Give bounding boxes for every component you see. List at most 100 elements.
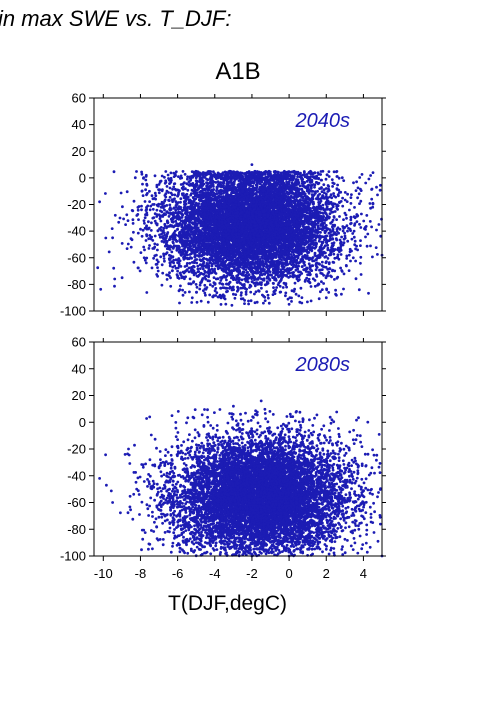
data-point — [145, 256, 149, 260]
data-point — [260, 180, 264, 184]
data-point — [104, 236, 108, 240]
data-point — [365, 214, 369, 217]
data-point — [147, 247, 151, 250]
data-point — [164, 195, 168, 199]
data-point — [356, 186, 360, 190]
data-point — [359, 255, 363, 259]
data-point — [181, 288, 185, 292]
data-point — [195, 285, 199, 289]
panel-title: A1B — [215, 58, 261, 85]
data-point — [182, 192, 185, 196]
data-point — [132, 199, 136, 203]
data-point — [145, 291, 149, 294]
data-point — [308, 266, 312, 269]
data-point — [107, 250, 111, 254]
data-point — [352, 181, 355, 185]
data-point — [224, 302, 228, 306]
data-point — [360, 212, 363, 216]
data-point — [124, 223, 127, 227]
data-point — [267, 296, 270, 300]
data-point — [113, 277, 117, 281]
data-point — [218, 281, 222, 285]
data-point — [143, 221, 146, 225]
data-point — [143, 258, 147, 262]
data-point — [156, 248, 159, 252]
data-point — [225, 278, 228, 282]
data-point — [279, 171, 283, 175]
data-point — [190, 296, 194, 300]
data-point — [357, 192, 361, 196]
data-point — [171, 247, 175, 250]
data-point — [298, 278, 301, 281]
data-point — [341, 243, 345, 247]
data-point — [143, 216, 147, 220]
data-point — [136, 266, 140, 270]
data-point — [375, 185, 378, 189]
data-point — [126, 242, 130, 246]
data-point — [375, 228, 378, 232]
data-point — [353, 239, 357, 243]
data-point — [272, 268, 275, 271]
data-point — [168, 195, 172, 199]
data-point — [150, 194, 154, 198]
data-point — [141, 194, 145, 198]
data-point — [306, 300, 309, 304]
data-point — [254, 177, 258, 181]
data-point — [335, 218, 338, 222]
data-point — [249, 290, 253, 294]
data-point — [378, 188, 382, 192]
data-point — [321, 211, 324, 215]
data-point — [338, 215, 341, 218]
data-point — [201, 272, 205, 276]
data-point — [159, 255, 163, 259]
data-point — [139, 251, 143, 255]
data-point — [193, 205, 197, 209]
data-point — [145, 192, 149, 195]
data-point — [206, 300, 210, 304]
data-point — [268, 270, 272, 274]
data-point — [299, 286, 303, 290]
data-point — [174, 208, 178, 212]
data-point — [132, 260, 136, 264]
data-point — [297, 270, 300, 274]
data-point — [184, 215, 188, 219]
data-point — [131, 218, 135, 222]
data-point — [162, 231, 166, 235]
data-point — [351, 232, 355, 235]
data-point — [351, 256, 355, 260]
data-point — [160, 210, 164, 214]
data-point — [215, 291, 219, 295]
data-point — [153, 234, 157, 238]
data-point — [354, 189, 358, 193]
data-point — [278, 284, 282, 288]
data-point — [342, 287, 345, 291]
data-point — [335, 207, 339, 210]
data-point — [194, 283, 198, 286]
data-point — [362, 219, 366, 223]
data-point — [210, 264, 214, 268]
data-point — [340, 292, 343, 296]
data-point — [294, 188, 298, 192]
data-point — [149, 229, 153, 232]
data-point — [279, 290, 283, 294]
data-point — [159, 179, 163, 183]
data-point — [357, 288, 361, 292]
data-point — [149, 237, 153, 241]
data-point — [141, 182, 144, 186]
data-point — [138, 269, 142, 273]
data-point — [144, 239, 148, 242]
data-point — [195, 290, 198, 294]
data-point — [140, 204, 143, 208]
data-point — [196, 264, 200, 268]
data-point — [112, 170, 116, 174]
data-point — [286, 271, 290, 275]
data-point — [154, 197, 158, 201]
data-point — [240, 278, 244, 282]
data-point — [189, 282, 193, 286]
data-point — [113, 213, 117, 217]
data-point — [113, 284, 116, 288]
data-point — [327, 262, 331, 266]
data-point — [319, 178, 323, 182]
data-point — [244, 292, 248, 296]
data-point — [120, 276, 124, 280]
